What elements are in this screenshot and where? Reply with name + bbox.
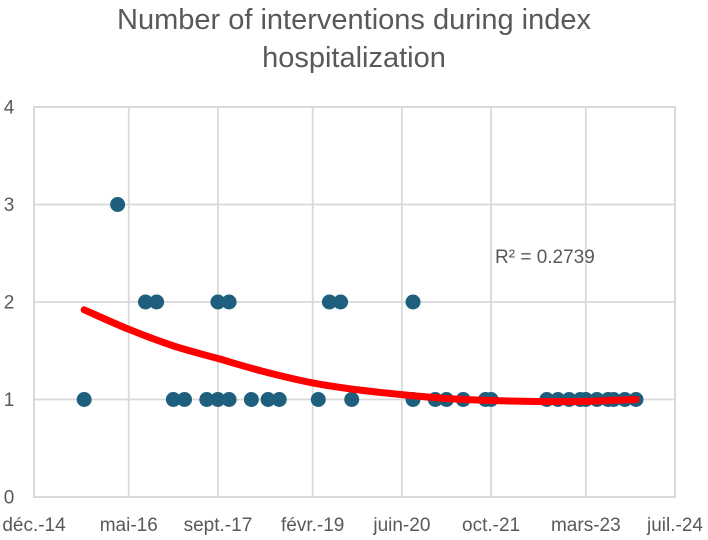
r-squared-annotation: R² = 0.2739	[495, 247, 595, 268]
scatter-point	[344, 392, 360, 407]
x-tick-label: mars-23	[551, 515, 621, 536]
x-tick-label: juin-20	[372, 515, 430, 536]
scatter-point	[221, 294, 237, 310]
scatter-point	[405, 294, 421, 310]
x-tick-label: mai-16	[100, 515, 158, 536]
scatter-point	[243, 392, 259, 407]
scatter-point	[210, 392, 226, 407]
trendline-curve	[80, 306, 640, 406]
y-tick-label: 3	[4, 195, 15, 216]
scatter-point	[321, 294, 337, 310]
scatter-point	[165, 392, 181, 407]
x-tick-label: déc.-14	[2, 515, 66, 536]
y-tick-label: 1	[4, 390, 15, 411]
x-tick-label: oct.-21	[462, 515, 520, 536]
trendline-layer	[80, 306, 640, 406]
y-tick-label: 0	[4, 488, 15, 509]
plot-area-border	[33, 106, 676, 498]
scatter-point	[333, 294, 349, 310]
chart-title: Number of interventions during index hos…	[117, 4, 591, 75]
y-axis-labels-layer: 0 1 2 3 4	[4, 98, 15, 509]
scatter-point	[137, 294, 153, 310]
scatter-point	[221, 392, 237, 407]
scatter-point	[271, 392, 287, 407]
x-axis-labels-layer: déc.-14 mai-16 sept.-17 févr.-19 juin-20 oct.…	[2, 515, 703, 536]
scatter-point	[199, 392, 215, 407]
y-tick-label: 4	[4, 98, 15, 119]
x-tick-label: févr.-19	[281, 515, 344, 536]
gridlines-layer	[33, 106, 676, 498]
scatter-point	[260, 392, 276, 407]
scatter-point	[176, 392, 192, 407]
scatter-point	[210, 294, 226, 310]
scatter-point	[310, 392, 326, 407]
scatter-point	[76, 392, 92, 407]
scatter-point	[110, 197, 126, 212]
x-tick-label: sept.-17	[184, 515, 253, 536]
x-tick-label: juil.-24	[646, 515, 703, 536]
scatter-point	[149, 294, 165, 310]
y-tick-label: 2	[4, 293, 15, 314]
plot-border-layer	[33, 106, 676, 498]
